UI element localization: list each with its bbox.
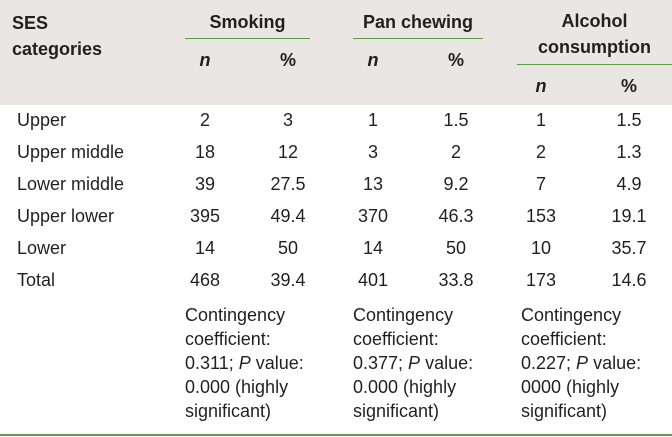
cell: 7 bbox=[535, 174, 546, 194]
cell: 3 bbox=[367, 142, 378, 162]
table-row: Lower 14 50 14 50 10 35.7 bbox=[0, 232, 672, 264]
cell: 1 bbox=[367, 110, 378, 130]
cell: 39 bbox=[194, 174, 216, 194]
smoking-header: Smoking bbox=[209, 12, 286, 32]
row-category: Lower middle bbox=[17, 174, 125, 194]
note-line: coefficient: bbox=[521, 329, 607, 349]
alcohol-header-line2: consumption bbox=[538, 37, 651, 57]
cell: 49.4 bbox=[270, 206, 306, 226]
smoking-pct-header: % bbox=[279, 50, 296, 70]
note-line: 0.000 (highly bbox=[353, 377, 457, 397]
note-line: value: bbox=[250, 353, 304, 373]
pan-chewing-underline bbox=[353, 38, 483, 39]
cell: 1.5 bbox=[443, 110, 469, 130]
cell: 3 bbox=[282, 110, 293, 130]
pan-contingency-note: Contingency coefficient: 0.377; P value:… bbox=[353, 303, 503, 423]
cell: 1.3 bbox=[616, 142, 642, 162]
cell: 395 bbox=[189, 206, 221, 226]
row-category: Upper middle bbox=[17, 142, 125, 162]
ses-header-line2: categories bbox=[12, 39, 103, 59]
note-line: 0.377; bbox=[353, 353, 409, 373]
smoking-contingency-note: Contingency coefficient: 0.311; P value:… bbox=[185, 303, 335, 423]
row-category: Lower bbox=[17, 238, 67, 258]
cell: 35.7 bbox=[611, 238, 647, 258]
cell: 1.5 bbox=[616, 110, 642, 130]
cell: 1 bbox=[535, 110, 546, 130]
cell: 12 bbox=[277, 142, 299, 162]
alcohol-pct-header: % bbox=[620, 76, 637, 96]
cell: 468 bbox=[189, 270, 221, 290]
cell: 46.3 bbox=[438, 206, 474, 226]
note-line: Contingency bbox=[521, 305, 622, 325]
table-row: Upper lower 395 49.4 370 46.3 153 19.1 bbox=[0, 200, 672, 232]
note-line: coefficient: bbox=[353, 329, 439, 349]
cell: 2 bbox=[535, 142, 546, 162]
cell: 14 bbox=[194, 238, 216, 258]
cell: 50 bbox=[277, 238, 299, 258]
cell: 13 bbox=[362, 174, 384, 194]
note-line: value: bbox=[420, 353, 474, 373]
table-bottom-rule bbox=[0, 434, 672, 436]
cell: 10 bbox=[530, 238, 552, 258]
p-symbol: P bbox=[238, 353, 251, 373]
table-row: Upper middle 18 12 3 2 2 1.3 bbox=[0, 136, 672, 168]
note-line: significant) bbox=[185, 401, 272, 421]
cell: 173 bbox=[525, 270, 557, 290]
pan-n-header: n bbox=[367, 50, 379, 70]
note-line: significant) bbox=[521, 401, 608, 421]
note-line: Contingency bbox=[185, 305, 286, 325]
alcohol-underline bbox=[517, 64, 672, 65]
cell: 39.4 bbox=[270, 270, 306, 290]
cell: 18 bbox=[194, 142, 216, 162]
ses-header-line1: SES bbox=[12, 13, 49, 33]
row-category: Total bbox=[17, 270, 56, 290]
note-line: 0.227; bbox=[521, 353, 577, 373]
note-line: significant) bbox=[353, 401, 440, 421]
cell: 9.2 bbox=[443, 174, 469, 194]
row-category: Upper lower bbox=[17, 206, 115, 226]
p-symbol: P bbox=[408, 353, 421, 373]
alcohol-n-header: n bbox=[535, 76, 547, 96]
cell: 14 bbox=[362, 238, 384, 258]
cell: 33.8 bbox=[438, 270, 474, 290]
cell: 2 bbox=[450, 142, 461, 162]
alcohol-header: Alcohol consumption bbox=[517, 8, 672, 60]
alcohol-contingency-note: Contingency coefficient: 0.227; P value:… bbox=[521, 303, 671, 423]
cell: 153 bbox=[525, 206, 557, 226]
cell: 401 bbox=[357, 270, 389, 290]
note-line: value: bbox=[588, 353, 642, 373]
row-category: Upper bbox=[17, 110, 67, 130]
table-row: Upper 2 3 1 1.5 1 1.5 bbox=[0, 104, 672, 136]
note-line: 0000 (highly bbox=[521, 377, 620, 397]
cell: 370 bbox=[357, 206, 389, 226]
smoking-n-header: n bbox=[199, 50, 211, 70]
note-line: coefficient: bbox=[185, 329, 271, 349]
note-line: 0.000 (highly bbox=[185, 377, 289, 397]
note-line: 0.311; bbox=[185, 353, 239, 373]
pan-chewing-header: Pan chewing bbox=[362, 12, 474, 32]
cell: 27.5 bbox=[270, 174, 306, 194]
cell: 2 bbox=[199, 110, 210, 130]
table-row-total: Total 468 39.4 401 33.8 173 14.6 bbox=[0, 264, 672, 296]
pan-pct-header: % bbox=[447, 50, 464, 70]
note-line: Contingency bbox=[353, 305, 454, 325]
alcohol-header-line1: Alcohol bbox=[561, 11, 628, 31]
cell: 4.9 bbox=[616, 174, 642, 194]
cell: 19.1 bbox=[611, 206, 647, 226]
ses-header: SES categories bbox=[12, 10, 102, 62]
cell: 14.6 bbox=[611, 270, 647, 290]
table-row: Lower middle 39 27.5 13 9.2 7 4.9 bbox=[0, 168, 672, 200]
p-symbol: P bbox=[576, 353, 589, 373]
smoking-underline bbox=[185, 38, 310, 39]
table-header-band bbox=[0, 0, 672, 105]
cell: 50 bbox=[445, 238, 467, 258]
